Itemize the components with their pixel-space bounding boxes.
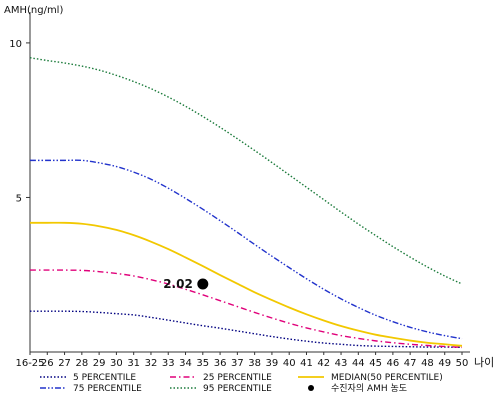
x-tick-label: 35	[196, 358, 209, 369]
series-line-25-percentile	[30, 269, 463, 349]
patient-marker: 2.02	[163, 277, 209, 291]
x-tick-label: 33	[162, 358, 175, 369]
x-tick-label: 45	[369, 358, 382, 369]
patient-amh-value-label: 2.02	[163, 277, 193, 291]
y-tick-label: 10	[9, 39, 22, 50]
x-tick-label: 42	[317, 358, 330, 369]
x-tick-label: 30	[110, 358, 123, 369]
x-tick-label: 50	[456, 358, 469, 369]
series-line-5-percentile	[30, 310, 463, 349]
x-tick-label: 26	[41, 358, 54, 369]
series-lines	[29, 57, 463, 349]
legend-label: 75 PERCENTILE	[73, 384, 142, 394]
x-tick-label: 46	[387, 358, 400, 369]
x-tick-label: 41	[300, 358, 313, 369]
y-axis-title: AMH(ng/ml)	[4, 5, 63, 16]
x-tick-label: 48	[421, 358, 434, 369]
series-line-75-percentile	[30, 159, 463, 340]
x-tick-label: 29	[93, 358, 106, 369]
series-line-95-percentile	[29, 57, 463, 285]
x-tick-label: 37	[231, 358, 244, 369]
x-tick-label: 16-25	[15, 358, 44, 369]
x-tick-label: 36	[214, 358, 227, 369]
series-line-median-50-percentile	[30, 221, 463, 347]
legend: 5 PERCENTILE 25 PERCENTILE MEDIAN(50 PERCE…	[40, 373, 443, 394]
legend-label: MEDIAN(50 PERCENTILE)	[331, 373, 443, 383]
x-tick-label: 32	[145, 358, 158, 369]
x-tick-label: 27	[58, 358, 71, 369]
legend-label: 25 PERCENTILE	[203, 373, 272, 383]
legend-label: 5 PERCENTILE	[73, 373, 136, 383]
y-tick-label: 5	[16, 193, 22, 204]
legend-label: 수진자의 AMH 농도	[331, 383, 407, 394]
x-tick-label: 38	[248, 358, 261, 369]
x-tick-label: 34	[179, 358, 192, 369]
axes	[29, 12, 470, 353]
x-tick-label: 43	[335, 358, 348, 369]
x-tick-label: 49	[438, 358, 451, 369]
y-ticks: 10 5	[9, 39, 30, 204]
x-axis-title: 나이	[474, 356, 494, 369]
patient-amh-point	[197, 278, 209, 290]
x-tick-label: 31	[127, 358, 140, 369]
x-tick-label: 28	[75, 358, 88, 369]
x-tick-label: 47	[404, 358, 417, 369]
x-tick-label: 39	[266, 358, 279, 369]
x-tick-label: 40	[283, 358, 296, 369]
legend-marker-swatch	[308, 385, 314, 391]
legend-label: 95 PERCENTILE	[203, 384, 272, 394]
x-tick-label: 44	[352, 358, 365, 369]
